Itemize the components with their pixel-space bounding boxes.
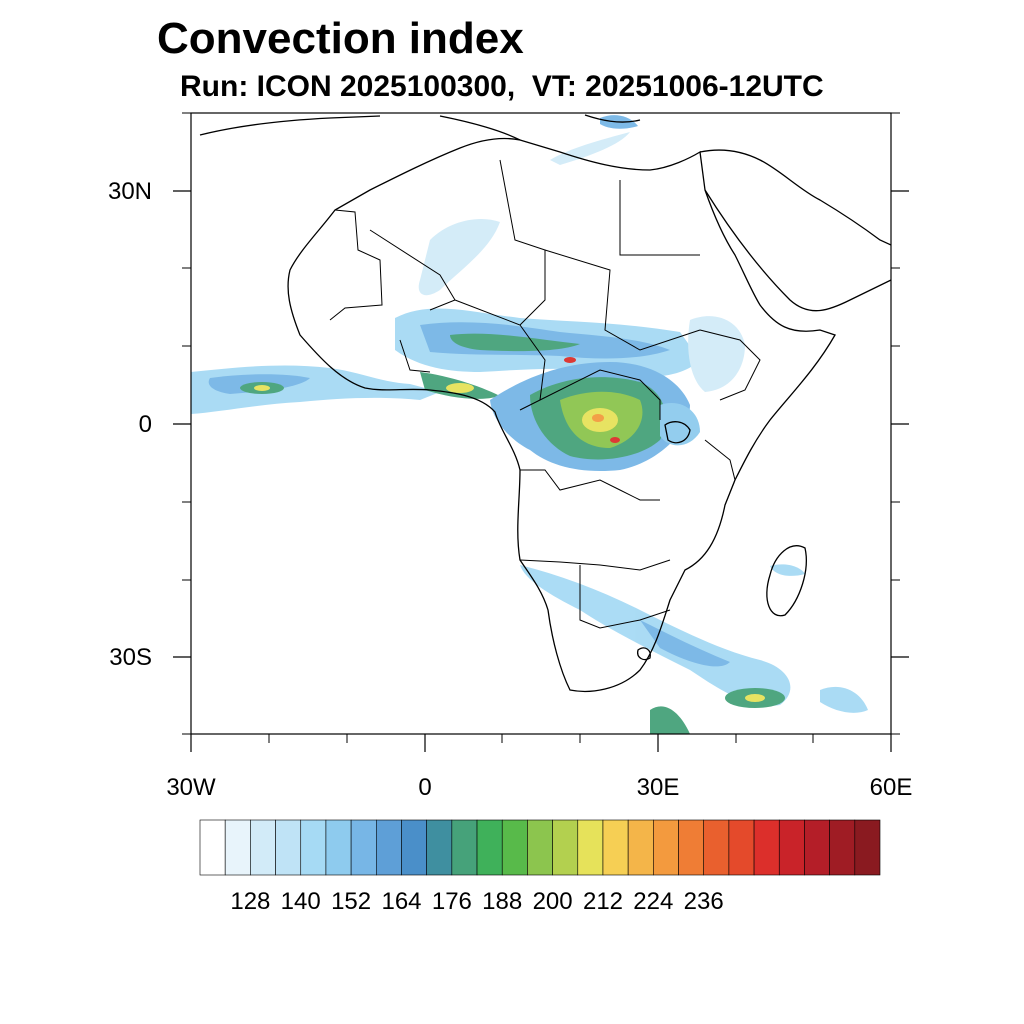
y-tick-label-30s: 30S (109, 644, 152, 671)
minor-ticks (182, 112, 900, 743)
colorbar (199, 819, 881, 876)
x-tick-label-30e: 30E (636, 774, 680, 801)
map-layer (191, 113, 891, 734)
colorbar-label: 164 (381, 888, 422, 915)
convection-shading (191, 115, 868, 734)
border-mauritania (329, 209, 383, 321)
colorbar-swatch (728, 819, 755, 876)
shade-ethiopia (688, 316, 745, 392)
border-car-drc (539, 369, 661, 420)
border-westafrica (399, 339, 431, 373)
madagascar-coastline (766, 545, 807, 617)
shade-madagascar (770, 564, 805, 576)
x-tick-label-30w: 30W (166, 774, 216, 801)
colorbar-swatch (854, 819, 881, 876)
colorbar-swatch (476, 819, 503, 876)
border-ethiopia (699, 329, 761, 401)
x-tick-label-60e: 60E (869, 774, 913, 801)
colorbar-label: 140 (280, 888, 321, 915)
shade-sahara (418, 219, 500, 296)
colorbar-swatch (703, 819, 730, 876)
colorbar-label: 176 (431, 888, 472, 915)
coastlines (199, 114, 891, 693)
shade-guinea-yellow (446, 383, 474, 393)
colorbar-swatch (426, 819, 453, 876)
lesotho (637, 647, 651, 661)
colorbar-swatch (451, 819, 478, 876)
colorbar-label: 200 (532, 888, 573, 915)
colorbar-swatch (653, 819, 679, 876)
colorbar-swatch (275, 819, 302, 876)
shade-med (550, 132, 630, 165)
greece-coast (584, 114, 641, 123)
colorbar-swatch (552, 819, 579, 876)
page-subtitle: Run: ICON 2025100300, VT: 20251006-12UTC (180, 70, 824, 103)
colorbar-label: 152 (331, 888, 372, 915)
colorbar-label: 188 (482, 888, 523, 915)
shade-central-red (610, 437, 620, 443)
shade-south-east (820, 686, 868, 713)
colorbar-swatch (250, 819, 276, 876)
colorbar-swatch (199, 819, 226, 876)
colorbar-swatch (527, 819, 553, 876)
italy-coast (439, 115, 521, 141)
y-tick-label-0: 0 (138, 411, 152, 438)
red-sea-coast (704, 189, 891, 312)
colorbar-swatch (300, 819, 327, 876)
border-mali-algeria (369, 229, 456, 311)
border-drc-angola (520, 469, 660, 501)
shade-sahel-green (450, 333, 580, 352)
shade-central-orange (592, 414, 604, 422)
y-tick-label-30n: 30N (107, 178, 152, 205)
border-tanzania (704, 439, 736, 506)
shade-lake-victoria (660, 403, 700, 446)
shade-south-west (650, 706, 690, 734)
shade-sahel-red (564, 357, 576, 363)
shade-south-yellow (745, 694, 765, 702)
colorbar-swatch (627, 819, 654, 876)
border-namibia-zambia (519, 559, 671, 571)
colorbar-swatch (375, 819, 402, 876)
shade-south-mid (640, 620, 730, 667)
colorbar-swatch (501, 819, 528, 876)
colorbar-swatch (602, 819, 629, 876)
colorbar-swatch (224, 819, 251, 876)
iberia-coast (199, 115, 381, 136)
border-niger-nigeria (454, 299, 546, 411)
colorbar-swatch (678, 819, 705, 876)
colorbar-label: 224 (633, 888, 674, 915)
colorbar-swatch (804, 819, 830, 876)
page-title: Convection index (157, 14, 524, 63)
border-botswana (579, 565, 671, 629)
colorbar-swatch (829, 819, 856, 876)
colorbar-swatch (325, 819, 352, 876)
colorbar-swatch (778, 819, 805, 876)
colorbar-label: 128 (230, 888, 271, 915)
colorbar-label: 236 (683, 888, 724, 915)
colorbar-swatch (401, 819, 427, 876)
border-chad-sudan (544, 249, 701, 351)
x-tick-label-0: 0 (418, 774, 432, 801)
africa-coastline (287, 137, 836, 693)
arabia-north (699, 149, 891, 246)
colorbar-swatch (350, 819, 377, 876)
colorbar-label: 212 (582, 888, 624, 915)
lake-victoria (664, 421, 691, 444)
major-ticks (173, 190, 909, 752)
colorbar-swatch (577, 819, 604, 876)
border-egypt-sudan (619, 180, 700, 256)
shade-atlantic-yellow (254, 385, 270, 391)
country-borders (329, 159, 761, 629)
colorbar-swatch (753, 819, 780, 876)
